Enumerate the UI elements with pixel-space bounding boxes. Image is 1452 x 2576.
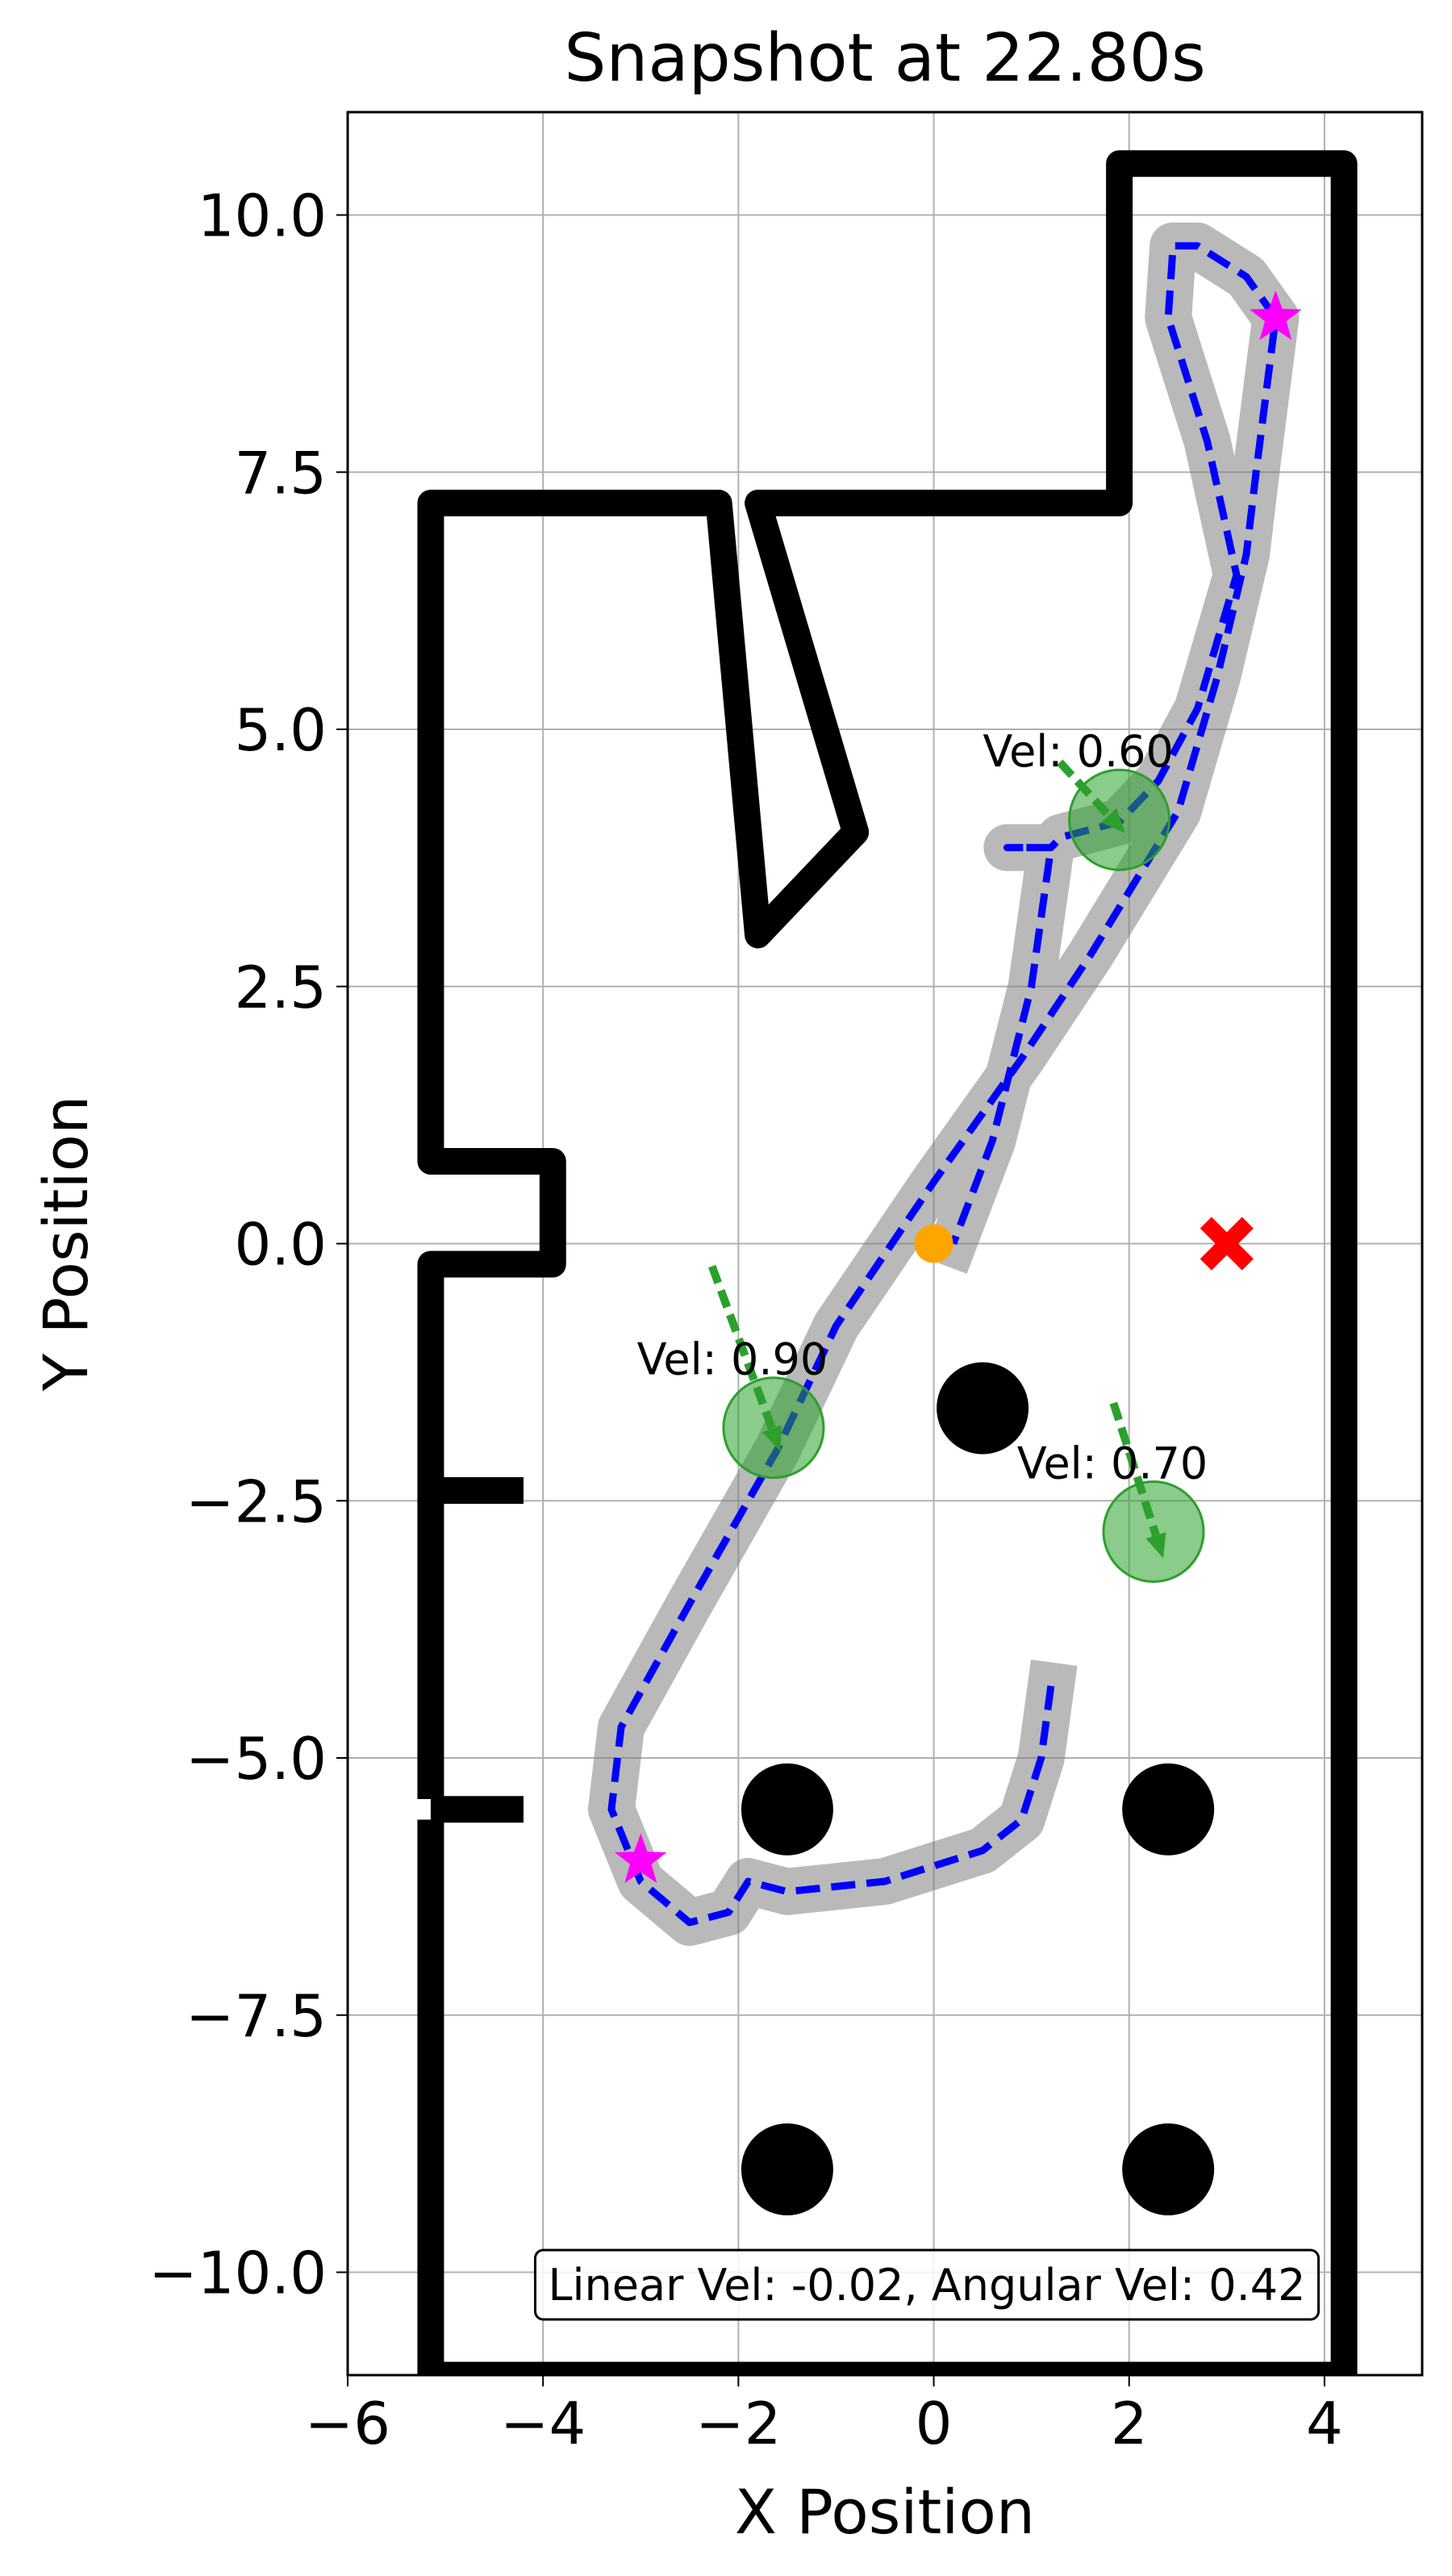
axes-frame [346, 111, 1424, 2377]
obstacle [1122, 1763, 1215, 1856]
x-tick-label: −2 [695, 2390, 781, 2457]
agent-velocity-head [761, 1425, 782, 1452]
agent-velocity-head [1145, 1532, 1166, 1559]
y-tick-label: 7.5 [234, 439, 327, 507]
info-text: Linear Vel: -0.02, Angular Vel: 0.42 [548, 2260, 1305, 2311]
x-tick-label: 4 [1306, 2390, 1343, 2457]
y-axis-label: Y Position [30, 1096, 102, 1392]
y-tick-label: −10.0 [148, 2240, 327, 2307]
y-tick-label: 5.0 [234, 696, 327, 764]
overlay: −6 −4 −2 0 2 4 −10.0 −7.5 −5.0 −2.5 0.0 2.5 5.0 7.5 10… [148, 111, 1424, 2457]
agent-label: Vel: 0.60 [983, 726, 1174, 777]
waypoint [1250, 290, 1302, 340]
info-box [533, 2248, 1321, 2321]
obstacle [741, 1763, 833, 1856]
waypoint [614, 1833, 667, 1883]
robot [914, 1224, 953, 1263]
y-tick-label: −2.5 [186, 1468, 327, 1535]
wall [417, 150, 1358, 2375]
obstacle [741, 2123, 833, 2215]
agent-velocity [707, 1264, 776, 1430]
agent-label: Vel: 0.90 [637, 1334, 828, 1385]
obstacle [937, 1362, 1029, 1455]
agent-velocity [1057, 759, 1112, 819]
chart-title: Snapshot at 22.80s [564, 20, 1205, 97]
y-tick-label: −5.0 [186, 1725, 327, 1793]
y-tick-label: 2.5 [234, 954, 327, 1021]
y-tick-label: 10.0 [198, 182, 327, 250]
plot-area: Vel: 0.60 Vel: 0.90 Vel: 0.70 Linear Vel: -… [417, 150, 1358, 2375]
obstacle [1122, 2123, 1215, 2215]
x-tick-label: −4 [500, 2390, 586, 2457]
y-tick-label: 0.0 [234, 1211, 327, 1279]
agent-label: Vel: 0.70 [1017, 1438, 1208, 1489]
agent [722, 1376, 825, 1480]
agent-velocity [1109, 1401, 1160, 1537]
x-tick-label: −6 [305, 2390, 390, 2457]
x-tick-label: 0 [916, 2390, 953, 2457]
x-axis-label: X Position [735, 2476, 1035, 2548]
goal [1200, 1217, 1254, 1271]
agent-velocity-head [1100, 808, 1125, 833]
y-tick-label: −7.5 [186, 1982, 327, 2050]
x-tick-label: 2 [1111, 2390, 1148, 2457]
